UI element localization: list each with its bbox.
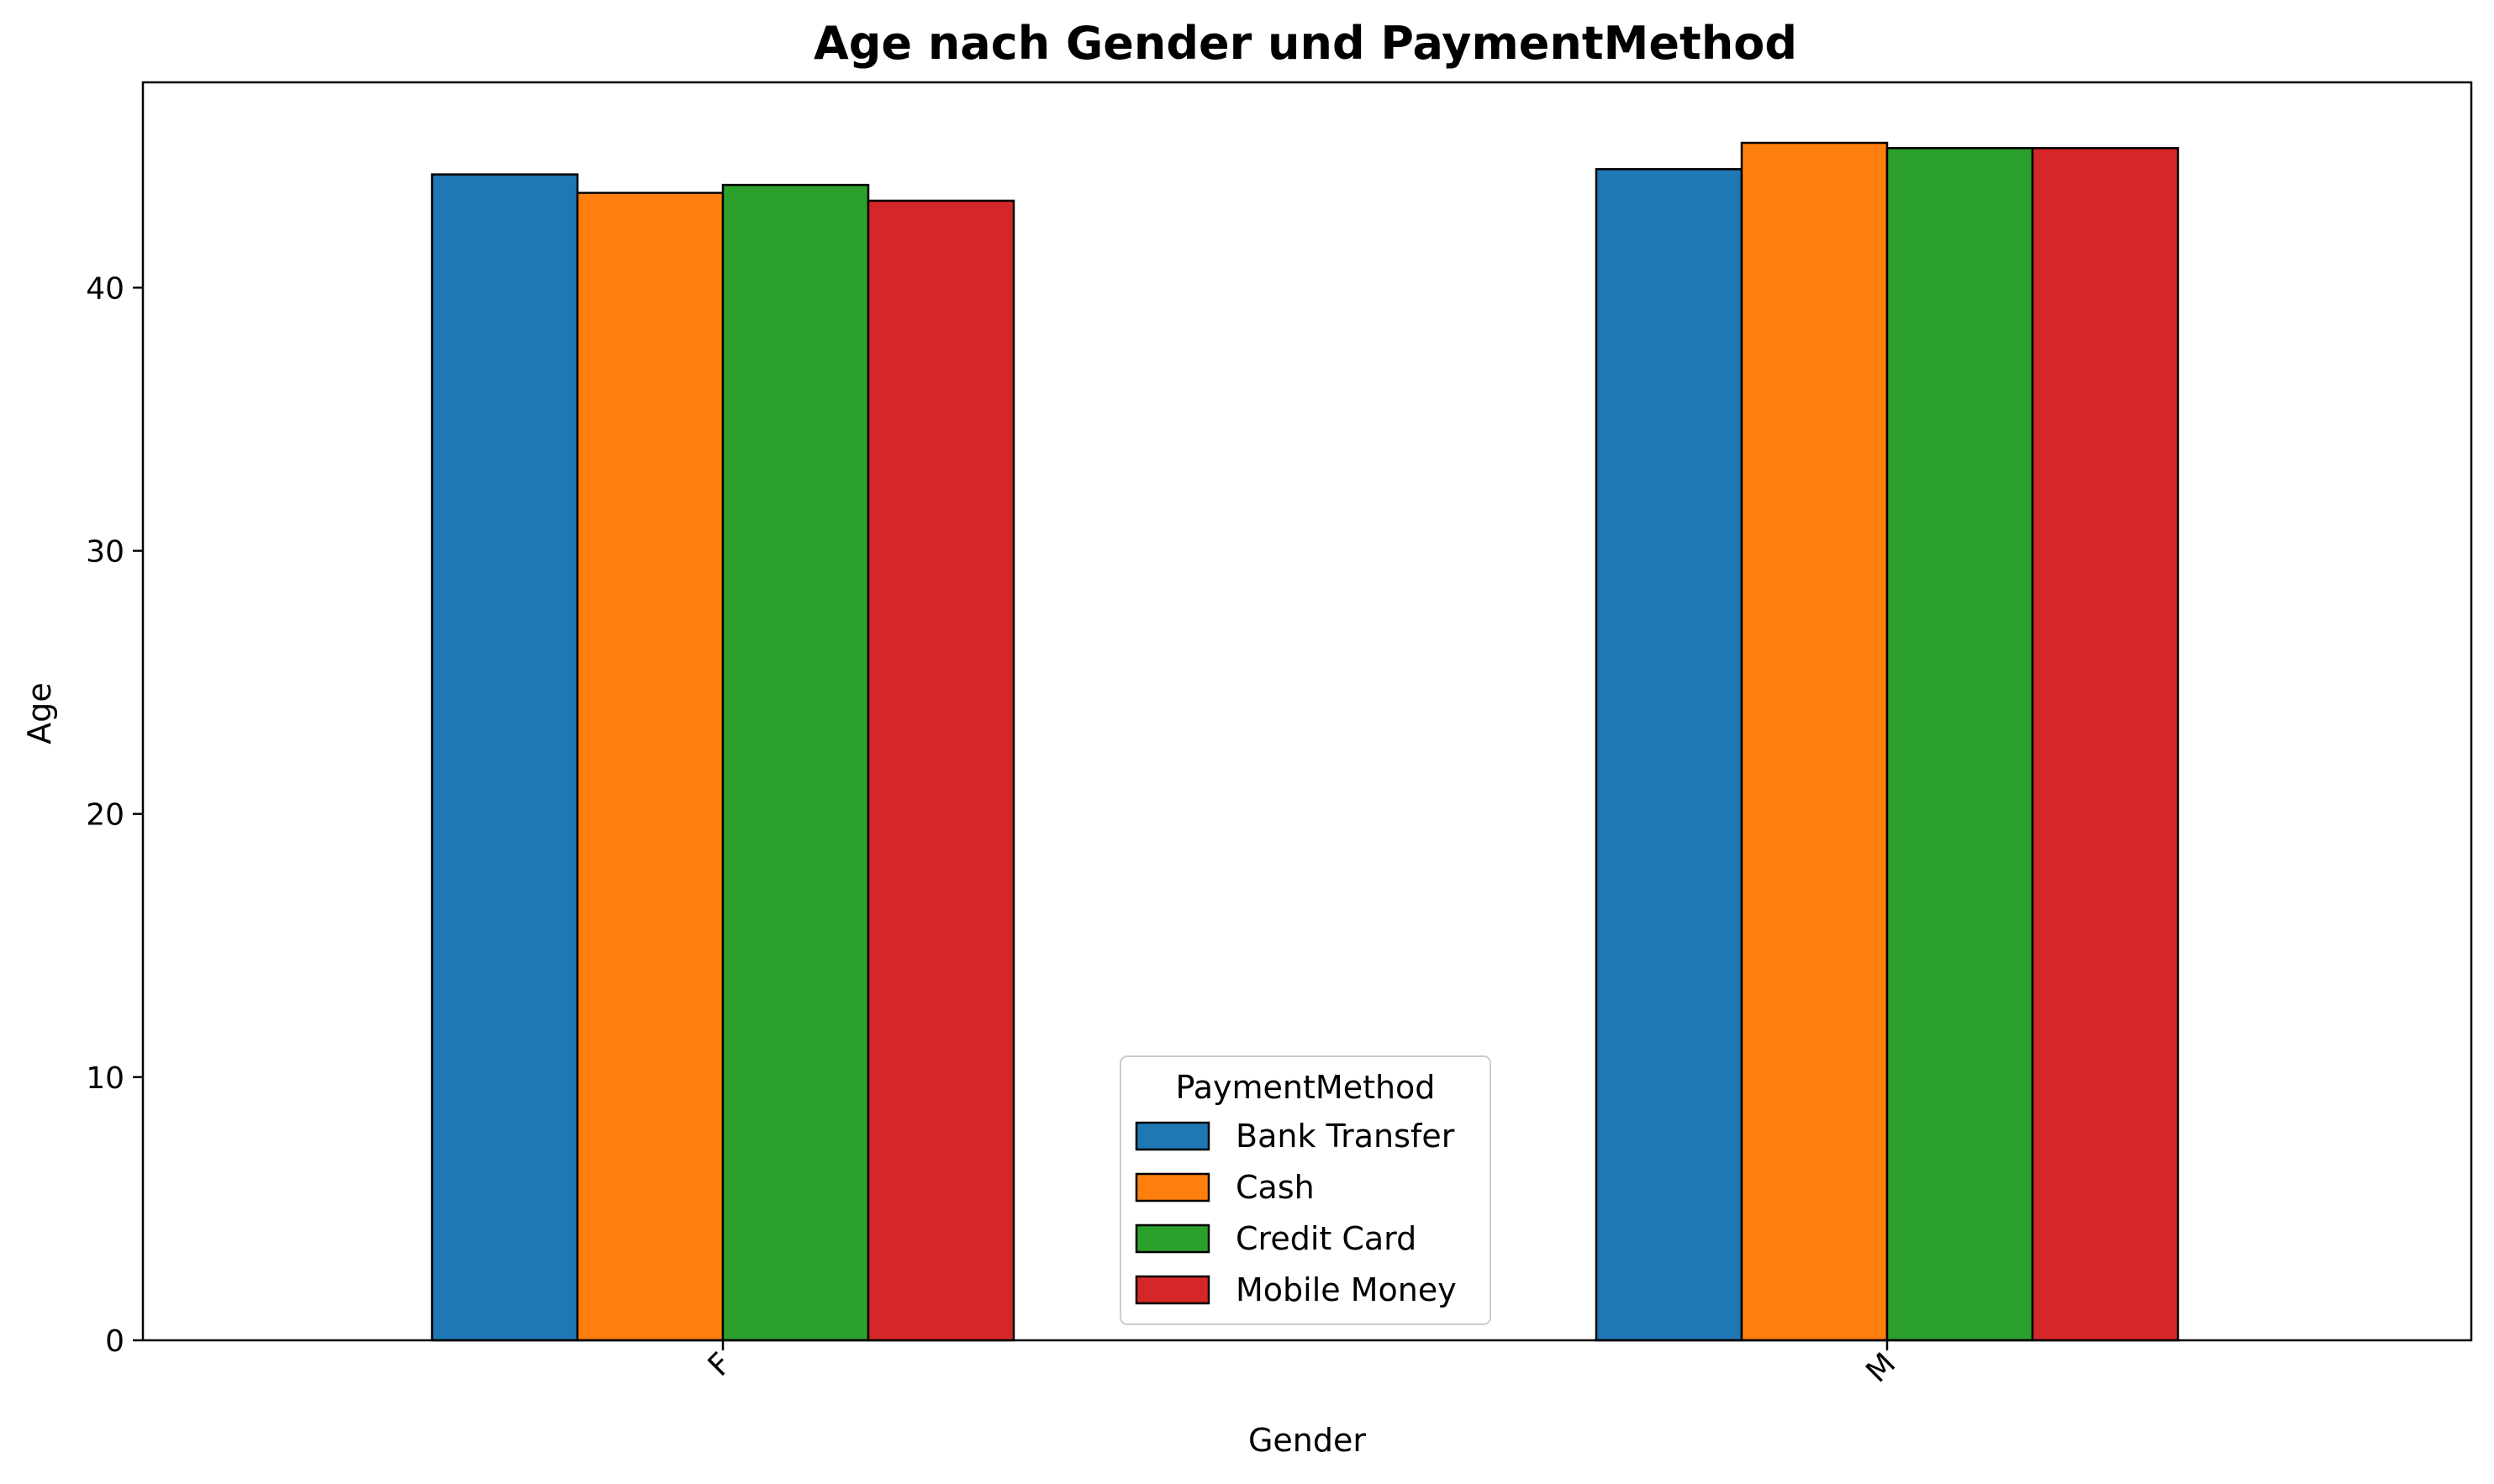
y-axis-ticks: 0 10 20 30 40: [86, 271, 143, 1359]
bar-f-credit-card: [721, 183, 870, 1342]
y-axis-label: Age: [21, 682, 58, 745]
legend-swatch-credit-card: [1135, 1224, 1210, 1254]
bar-m-bank-transfer: [1595, 168, 1743, 1342]
bar-f-cash: [576, 192, 725, 1342]
bar-m-mobile-money: [2031, 147, 2180, 1342]
y-tick-label: 0: [105, 1324, 124, 1359]
legend-swatch-cash: [1135, 1172, 1210, 1202]
bar-m-credit-card: [1885, 147, 2034, 1342]
legend-items: Bank Transfer Cash Credit Card Mobile Money: [1135, 1118, 1457, 1308]
chart-title: Age nach Gender und PaymentMethod: [814, 17, 1797, 70]
legend-label-cash: Cash: [1236, 1169, 1315, 1206]
y-tick-label: 40: [86, 271, 124, 306]
y-tick-label: 30: [86, 535, 124, 570]
y-tick-label: 20: [86, 798, 124, 833]
plot-frame: [141, 81, 2473, 1342]
legend-label-credit-card: Credit Card: [1236, 1220, 1416, 1257]
bar-m-cash: [1740, 141, 1889, 1342]
bar-f-mobile-money: [867, 199, 1015, 1342]
legend-swatch-bank-transfer: [1135, 1121, 1210, 1151]
y-tick-label: 10: [86, 1061, 124, 1096]
legend: PaymentMethod Bank Transfer Cash Credit Ca…: [1120, 1055, 1491, 1325]
legend-title: PaymentMethod: [1176, 1069, 1436, 1106]
x-axis-label: Gender: [1248, 1422, 1366, 1459]
legend-box: [1120, 1055, 1491, 1325]
legend-swatch-mobile-money: [1135, 1275, 1210, 1305]
legend-label-mobile-money: Mobile Money: [1236, 1271, 1457, 1308]
legend-label-bank-transfer: Bank Transfer: [1236, 1118, 1455, 1155]
bar-f-bank-transfer: [430, 173, 579, 1342]
bars: [430, 141, 2180, 1342]
